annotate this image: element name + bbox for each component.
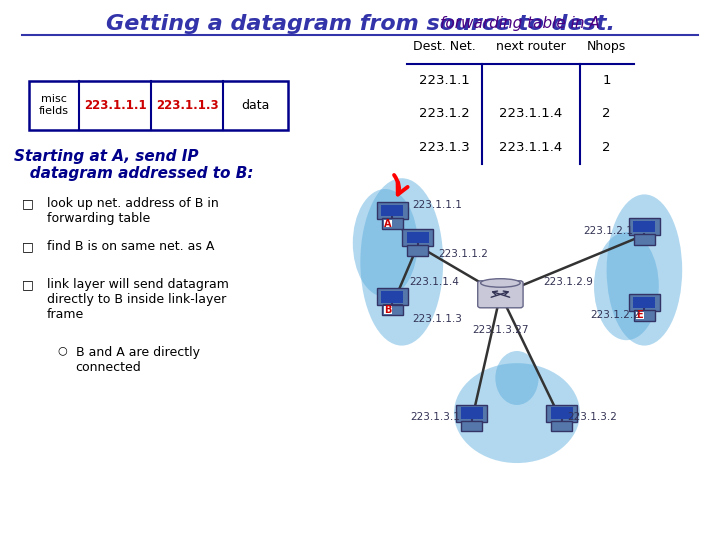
FancyBboxPatch shape	[408, 245, 428, 256]
FancyBboxPatch shape	[636, 312, 644, 319]
Text: 223.1.2.1: 223.1.2.1	[583, 226, 633, 235]
Text: Getting a datagram from source to dest.: Getting a datagram from source to dest.	[106, 14, 614, 33]
Text: 223.1.1.1: 223.1.1.1	[413, 200, 462, 210]
FancyBboxPatch shape	[377, 202, 408, 219]
Text: misc
fields: misc fields	[39, 94, 69, 116]
Text: Nhops: Nhops	[587, 40, 626, 53]
Text: 1: 1	[603, 74, 611, 87]
FancyBboxPatch shape	[456, 404, 487, 422]
Text: 223.1.2.9: 223.1.2.9	[544, 278, 593, 287]
Ellipse shape	[481, 279, 520, 287]
FancyBboxPatch shape	[462, 421, 482, 431]
Text: 223.1.3.2: 223.1.3.2	[567, 412, 617, 422]
FancyBboxPatch shape	[629, 218, 660, 235]
Text: 223.1.2: 223.1.2	[419, 107, 470, 120]
Text: find B is on same net. as A: find B is on same net. as A	[47, 240, 214, 253]
FancyBboxPatch shape	[634, 310, 654, 321]
FancyBboxPatch shape	[478, 281, 523, 308]
Text: 2: 2	[603, 141, 611, 154]
FancyBboxPatch shape	[402, 229, 433, 246]
Text: B: B	[384, 305, 392, 315]
Text: 223.1.3.1: 223.1.3.1	[410, 412, 460, 422]
Text: 223.1.1.3: 223.1.1.3	[156, 99, 218, 112]
Ellipse shape	[606, 194, 682, 346]
Ellipse shape	[454, 363, 580, 463]
Text: next router: next router	[496, 40, 566, 53]
FancyBboxPatch shape	[552, 421, 572, 431]
Ellipse shape	[353, 189, 418, 297]
Text: data: data	[241, 99, 270, 112]
FancyBboxPatch shape	[461, 407, 482, 419]
FancyBboxPatch shape	[629, 294, 660, 311]
Text: 223.1.1.4: 223.1.1.4	[500, 141, 562, 154]
FancyBboxPatch shape	[634, 221, 655, 232]
Text: ○: ○	[58, 346, 68, 356]
Text: 223.1.1.4: 223.1.1.4	[500, 107, 562, 120]
Text: 223.1.1.4: 223.1.1.4	[410, 278, 459, 287]
Text: A: A	[384, 219, 392, 228]
Text: 223.1.2.2: 223.1.2.2	[590, 310, 640, 320]
FancyBboxPatch shape	[551, 407, 572, 419]
FancyBboxPatch shape	[546, 404, 577, 422]
FancyBboxPatch shape	[377, 288, 408, 306]
FancyBboxPatch shape	[634, 234, 654, 245]
FancyBboxPatch shape	[382, 218, 402, 229]
Text: Starting at A, send IP
   datagram addressed to B:: Starting at A, send IP datagram addresse…	[14, 148, 254, 181]
FancyBboxPatch shape	[382, 305, 402, 315]
FancyBboxPatch shape	[384, 306, 392, 314]
Text: 223.1.3.27: 223.1.3.27	[472, 326, 528, 335]
FancyBboxPatch shape	[382, 291, 403, 302]
FancyBboxPatch shape	[29, 81, 288, 130]
FancyBboxPatch shape	[407, 232, 428, 243]
Ellipse shape	[361, 178, 444, 346]
FancyBboxPatch shape	[382, 205, 403, 216]
Ellipse shape	[594, 232, 659, 340]
FancyBboxPatch shape	[384, 220, 392, 227]
Text: Dest. Net.: Dest. Net.	[413, 40, 476, 53]
Text: B and A are directly
connected: B and A are directly connected	[76, 346, 199, 374]
Text: 223.1.1.2: 223.1.1.2	[438, 249, 487, 259]
Text: forwarding table in A: forwarding table in A	[441, 16, 600, 31]
Text: look up net. address of B in
forwarding table: look up net. address of B in forwarding …	[47, 197, 219, 225]
Text: 2: 2	[603, 107, 611, 120]
Text: 223.1.3: 223.1.3	[419, 141, 470, 154]
FancyBboxPatch shape	[634, 296, 655, 308]
Text: □: □	[22, 278, 33, 291]
Text: 223.1.1.3: 223.1.1.3	[413, 314, 462, 323]
Text: □: □	[22, 197, 33, 210]
Text: 223.1.1.1: 223.1.1.1	[84, 99, 146, 112]
Text: E: E	[636, 310, 643, 320]
Text: link layer will send datagram
directly to B inside link-layer
frame: link layer will send datagram directly t…	[47, 278, 229, 321]
Text: 223.1.1: 223.1.1	[419, 74, 470, 87]
Ellipse shape	[495, 351, 539, 405]
Text: □: □	[22, 240, 33, 253]
